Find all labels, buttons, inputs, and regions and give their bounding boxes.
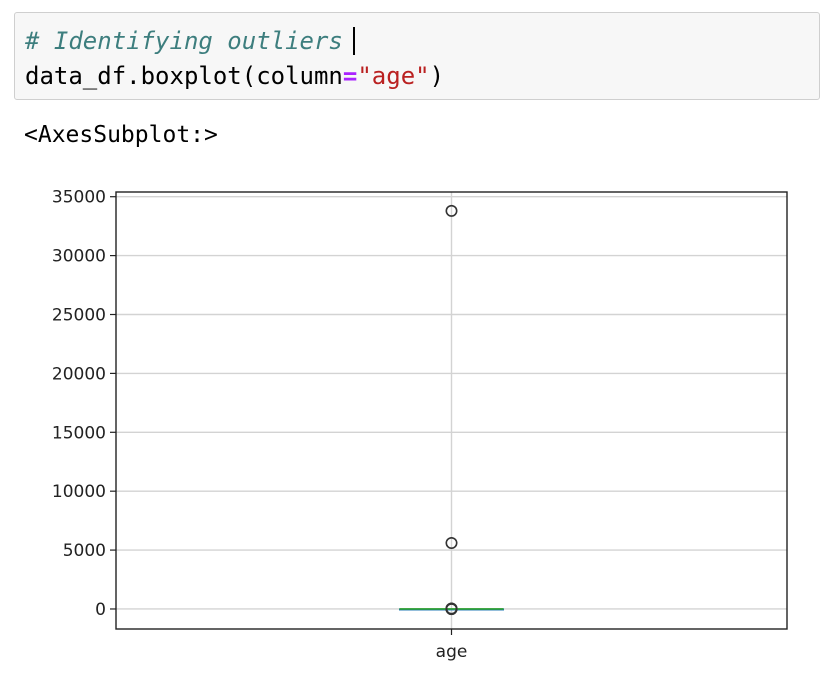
box-layer [399,204,504,616]
code-comment: # Identifying outliers [25,27,343,55]
outlier-point [445,204,458,217]
x-tick-label: age [436,642,468,662]
y-tick-label: 25000 [52,306,106,326]
outlier-point [445,537,458,550]
y-tick-label: 30000 [52,247,106,267]
code-operator: = [342,62,358,90]
outlier-point [445,603,458,616]
code-string: "age" [357,62,430,90]
y-tick-label: 0 [95,600,106,620]
y-tick-label: 5000 [63,541,106,561]
y-tick-label: 15000 [52,423,106,443]
code-close-paren: ) [429,62,445,90]
text-cursor [352,27,355,55]
axis-layer: 0 5000 10000 15000 20000 25000 30000 35000 age [52,188,788,662]
code-statement-line[interactable]: data_df.boxplot(column="age") [25,61,444,91]
code-cell[interactable]: # Identifying outliers data_df.boxplot(c… [14,12,820,100]
y-tick-label: 20000 [52,364,106,384]
code-comment-line[interactable]: # Identifying outliers [25,26,355,56]
grid-layer [116,192,787,629]
output-repr: <AxesSubplot:> [24,122,218,148]
y-tick-label: 10000 [52,482,106,502]
y-tick-label: 35000 [52,188,106,208]
code-call: data_df.boxplot(column [25,62,343,90]
